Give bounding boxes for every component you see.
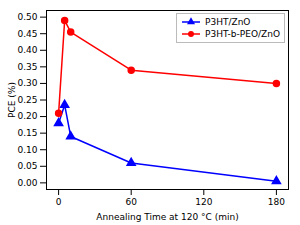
svg-text:0.45: 0.45 (17, 29, 37, 39)
svg-text:0.25: 0.25 (17, 95, 37, 105)
svg-text:0: 0 (56, 197, 62, 207)
svg-text:60: 60 (125, 197, 137, 207)
svg-text:PCE (%): PCE (%) (7, 82, 17, 118)
html-text:P3HT/ZnO: P3HT/ZnO (205, 17, 251, 27)
svg-text:0.30: 0.30 (17, 78, 37, 88)
svg-text:0.10: 0.10 (17, 145, 37, 155)
html-text:P3HT-b-PEO/ZnO: P3HT-b-PEO/ZnO (205, 29, 280, 39)
svg-text:180: 180 (268, 197, 285, 207)
svg-text:0.00: 0.00 (17, 178, 37, 188)
svg-text:0.15: 0.15 (17, 128, 37, 138)
svg-text:0.35: 0.35 (17, 62, 37, 72)
svg-text:120: 120 (195, 197, 212, 207)
svg-text:0.40: 0.40 (17, 45, 37, 55)
svg-text:0.50: 0.50 (17, 12, 37, 22)
svg-text:0.05: 0.05 (17, 161, 37, 171)
svg-text:Annealing Time at 120 °C (min): Annealing Time at 120 °C (min) (96, 212, 238, 222)
svg-text:0.20: 0.20 (17, 111, 37, 121)
